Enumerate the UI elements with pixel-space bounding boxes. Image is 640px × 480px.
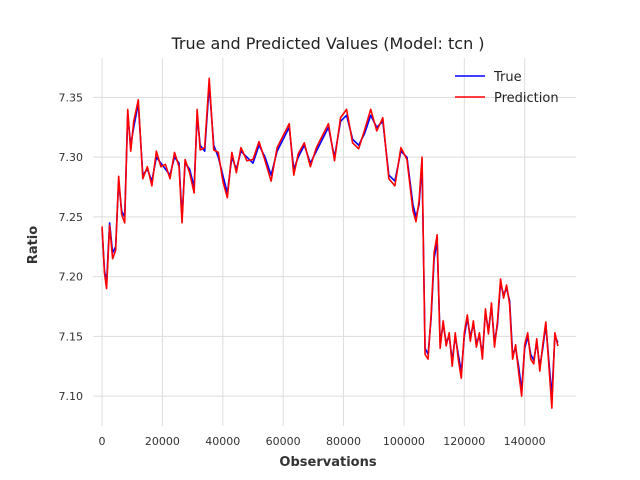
y-axis-ticks: 7.10 7.15 7.20 7.25 7.30 7.35: [59, 91, 84, 403]
y-axis-label: Ratio: [26, 226, 41, 264]
chart-title: True and Predicted Values (Model: tcn ): [170, 34, 484, 53]
x-tick-label: 0: [99, 435, 106, 448]
x-axis-label: Observations: [279, 455, 376, 470]
series-line-prediction: [101, 77, 559, 409]
y-tick-label: 7.35: [59, 91, 84, 104]
x-tick-label: 40000: [205, 435, 240, 448]
legend: True Prediction: [455, 70, 559, 106]
x-tick-label: 20000: [145, 435, 180, 448]
y-tick-label: 7.25: [59, 211, 84, 224]
y-tick-label: 7.15: [59, 330, 84, 343]
series-layer: [101, 77, 559, 409]
x-tick-label: 140000: [504, 435, 546, 448]
y-tick-label: 7.20: [59, 271, 84, 284]
x-tick-label: 60000: [266, 435, 301, 448]
y-tick-label: 7.10: [59, 390, 84, 403]
x-tick-label: 120000: [443, 435, 485, 448]
y-tick-label: 7.30: [59, 151, 84, 164]
legend-label-prediction: Prediction: [494, 91, 559, 106]
x-tick-label: 100000: [383, 435, 425, 448]
x-axis-ticks: 0 20000 40000 60000 80000 100000 120000 140000: [99, 435, 546, 448]
x-tick-label: 80000: [326, 435, 361, 448]
legend-label-true: True: [493, 70, 522, 85]
